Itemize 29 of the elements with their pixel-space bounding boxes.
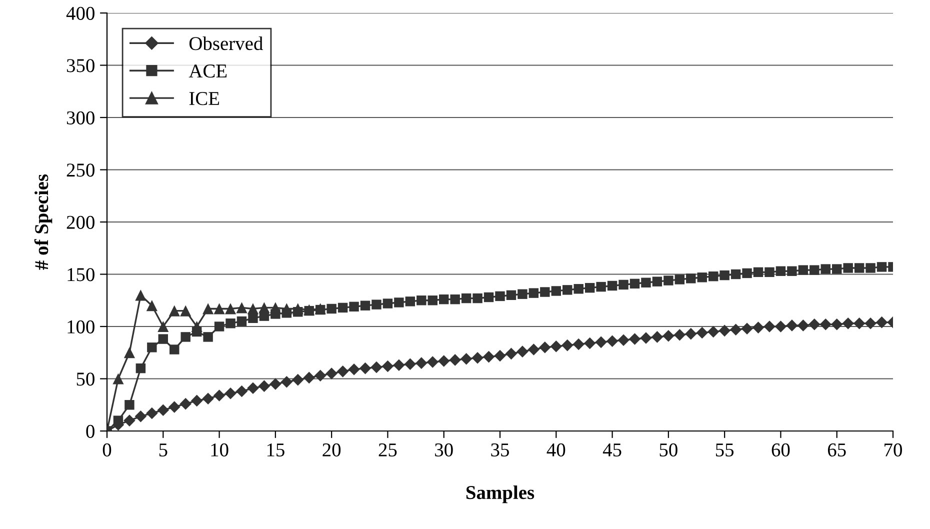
x-tick-label: 60 — [772, 443, 790, 456]
x-tick-label: 5 — [159, 444, 168, 456]
y-tick-label: 50 — [76, 372, 94, 386]
x-tick-label: 0 — [102, 443, 112, 456]
x-tick-label: 25 — [378, 443, 397, 456]
y-tick-label: 350 — [66, 59, 94, 72]
x-tick-label: 40 — [546, 443, 566, 456]
y-tick-label: 400 — [66, 6, 94, 20]
x-tick-label: 15 — [267, 443, 284, 456]
legend-label: Observed — [189, 36, 263, 50]
x-tick-label: 30 — [435, 443, 453, 456]
x-tick-label: 50 — [660, 443, 678, 456]
y-tick-label: 250 — [66, 164, 94, 177]
x-tick-label: 45 — [602, 444, 622, 456]
x-axis-title: Samples — [466, 485, 534, 504]
x-tick-label: 55 — [716, 444, 734, 456]
x-tick-label: 35 — [491, 443, 509, 456]
y-tick-label: 0 — [86, 424, 94, 438]
x-tick-label: 65 — [828, 443, 846, 456]
y-tick-label: 300 — [66, 111, 94, 124]
y-axis-title: # of Species — [34, 174, 52, 270]
legend-label: ICE — [189, 92, 220, 106]
y-tick-label: 150 — [68, 268, 94, 282]
x-tick-label: 70 — [884, 443, 902, 456]
y-tick-label: 100 — [68, 320, 94, 334]
legend-label: ACE — [188, 64, 227, 78]
x-tick-label: 20 — [322, 443, 341, 456]
x-tick-label: 10 — [211, 443, 228, 456]
y-tick-label: 200 — [66, 216, 94, 229]
